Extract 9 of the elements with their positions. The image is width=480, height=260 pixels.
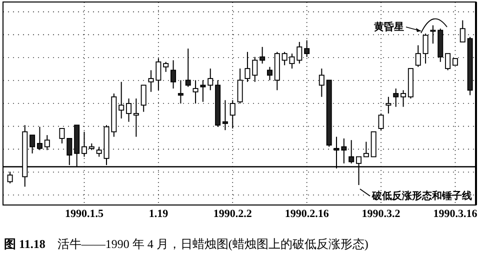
x-tick-label: 1990.3.16	[433, 208, 478, 220]
annotation: 黄昏星	[373, 21, 404, 33]
x-tick-label: 1990.2.16	[284, 208, 330, 220]
text: 图 11.18 活牛——1990 年 4 月，日蜡烛图(蜡烛图上的破低反涨形态)	[4, 237, 368, 251]
x-tick-label: 1.19	[148, 208, 169, 220]
text: 破低反涨形态和锤子线	[371, 190, 472, 202]
x-tick-label: 1990.3.2	[362, 208, 401, 220]
x-tick-label: 1990.2.2	[213, 208, 252, 220]
x-tick-label: 1990.1.5	[64, 208, 104, 220]
